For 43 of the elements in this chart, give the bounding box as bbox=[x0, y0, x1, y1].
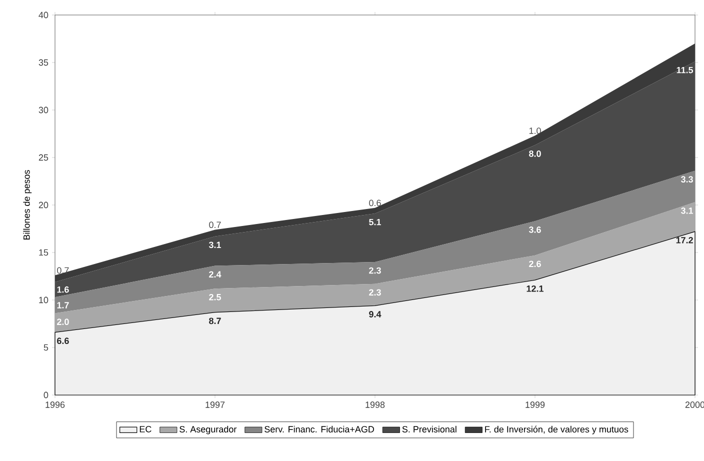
data-label: 8.0 bbox=[529, 150, 541, 157]
data-label: 2.3 bbox=[369, 267, 381, 274]
data-label: 1.7 bbox=[57, 302, 69, 308]
data-label: 1.0 bbox=[529, 128, 541, 134]
data-label: 3.3 bbox=[680, 176, 693, 183]
legend-label: Serv. Financ. Fiducia+AGD bbox=[264, 426, 374, 432]
legend-label: S. Previsional bbox=[402, 426, 456, 432]
data-label: 0.7 bbox=[57, 267, 69, 274]
x-tick-label: 1999 bbox=[526, 402, 545, 408]
data-label: 3.1 bbox=[208, 242, 222, 248]
x-tick-label: 1997 bbox=[206, 402, 225, 408]
y-tick-label: 25 bbox=[38, 154, 48, 161]
data-label: 1.6 bbox=[57, 286, 69, 293]
y-axis-title: Billones de pesos bbox=[23, 170, 32, 240]
data-label: 6.6 bbox=[57, 338, 69, 344]
data-label: 0.6 bbox=[369, 200, 381, 206]
data-label: 2.5 bbox=[209, 294, 222, 300]
data-label: 0.7 bbox=[209, 222, 221, 228]
data-label: 9.4 bbox=[369, 311, 382, 318]
data-label: 3.6 bbox=[528, 226, 541, 233]
data-label: 8.7 bbox=[209, 318, 221, 324]
y-tick-label: 30 bbox=[38, 106, 48, 114]
legend-label: F. de Inversión, de valores y mutuos bbox=[485, 426, 628, 434]
y-tick-label: 40 bbox=[38, 12, 48, 18]
x-tick-label: 1998 bbox=[366, 402, 385, 408]
data-label: 2.0 bbox=[57, 318, 69, 326]
data-label: 3.1 bbox=[680, 208, 694, 214]
data-label: 5.1 bbox=[369, 218, 382, 226]
data-label: 2.3 bbox=[369, 289, 381, 296]
y-tick-label: 35 bbox=[38, 59, 48, 66]
y-tick-label: 10 bbox=[39, 296, 48, 304]
legend-label: EC bbox=[140, 426, 152, 432]
data-label: 2.4 bbox=[209, 271, 222, 278]
data-label: 17.2 bbox=[676, 237, 693, 244]
y-tick-label: 0 bbox=[44, 392, 48, 398]
x-tick-label: 1996 bbox=[46, 402, 65, 408]
data-label: 11.5 bbox=[676, 66, 694, 74]
y-tick-label: 20 bbox=[38, 202, 48, 208]
legend-label: S. Asegurador bbox=[180, 426, 237, 434]
y-tick-label: 5 bbox=[44, 344, 48, 351]
data-label: 12.1 bbox=[526, 285, 544, 292]
data-label: 2.6 bbox=[529, 260, 541, 268]
y-tick-label: 15 bbox=[39, 249, 48, 256]
